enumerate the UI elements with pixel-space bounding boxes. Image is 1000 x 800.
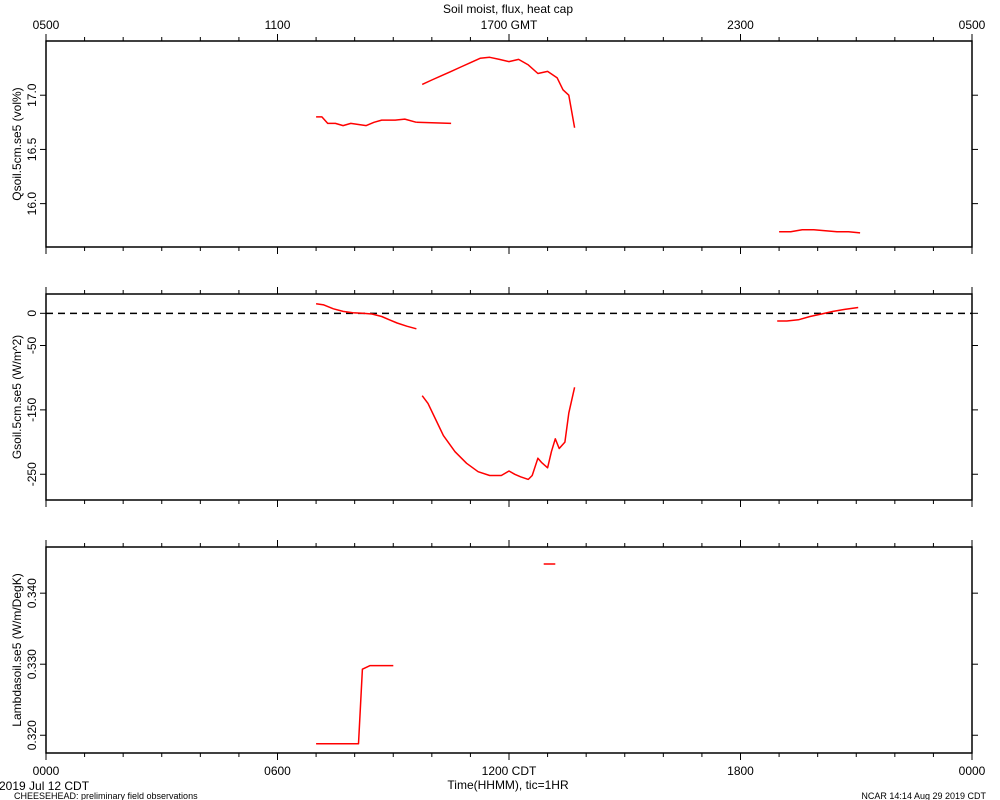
chart-panels: 0500 1100 1700 GMT 2300 0500 16.0 16.5 17.0Qsoi… bbox=[10, 18, 986, 778]
project-label: CHEESEHEAD: preliminary field observatio… bbox=[14, 791, 198, 800]
series-line-2-3 bbox=[777, 306, 859, 322]
y-axis-label: Gsoil.5cm.se5 (W/m^2) bbox=[10, 335, 24, 459]
x-tick-label: 1200 CDT bbox=[482, 764, 537, 778]
date-label: 2019 Jul 12 CDT bbox=[0, 779, 90, 793]
top-tick-label: 2300 bbox=[727, 18, 754, 32]
series-line-1-1 bbox=[316, 116, 417, 127]
series-line-1-2 bbox=[416, 121, 452, 125]
y-tick-label: -150 bbox=[25, 398, 39, 422]
panel-1: 0500 1100 1700 GMT 2300 0500 16.0 16.5 17.0Qsoi… bbox=[10, 18, 986, 254]
y-tick-label: 17.0 bbox=[25, 83, 39, 107]
series-line-1-4 bbox=[779, 228, 861, 234]
y-tick-label: -250 bbox=[25, 462, 39, 486]
y-tick-label: 0.330 bbox=[25, 649, 39, 679]
panel-frame bbox=[45, 546, 973, 754]
top-tick-label: 0500 bbox=[33, 18, 60, 32]
series-line-3-1 bbox=[316, 664, 394, 745]
credit-label: NCAR 14:14 Aug 29 2019 CDT bbox=[861, 791, 986, 800]
panel-3: 0000 0600 1200 CDT 1800 0000 0.320 0.330 0.340L… bbox=[10, 540, 986, 778]
x-tick-label: 1800 bbox=[727, 764, 754, 778]
chart-title: Soil moist, flux, heat cap bbox=[443, 2, 573, 16]
y-axis-label: Lambdasoil.se5 (W/m/DegK) bbox=[10, 573, 24, 726]
time-axis-label: Time(HHMM), tic=1HR bbox=[447, 778, 569, 792]
panel-frame bbox=[45, 293, 973, 501]
series-line-1-3 bbox=[421, 56, 576, 128]
y-tick-label: 0.320 bbox=[25, 720, 39, 750]
y-axis-label: Qsoil.5cm.se5 (vol%) bbox=[10, 87, 24, 200]
y-tick-label: 16.5 bbox=[25, 137, 39, 161]
x-tick-label: 0000 bbox=[33, 764, 60, 778]
x-tick-label: 0000 bbox=[959, 764, 986, 778]
y-tick-label: 0.340 bbox=[25, 578, 39, 608]
panel-frame bbox=[45, 40, 973, 248]
top-tick-label: 0500 bbox=[959, 18, 986, 32]
top-tick-label: 1700 GMT bbox=[481, 18, 538, 32]
y-tick-label: 16.0 bbox=[25, 192, 39, 216]
series-line-2-1 bbox=[315, 302, 417, 330]
y-tick-label: -50 bbox=[25, 337, 39, 355]
x-tick-label: 0600 bbox=[264, 764, 291, 778]
y-tick-label: 0 bbox=[25, 310, 39, 317]
top-tick-label: 1100 bbox=[265, 18, 291, 32]
series-line-2-2 bbox=[421, 387, 576, 481]
